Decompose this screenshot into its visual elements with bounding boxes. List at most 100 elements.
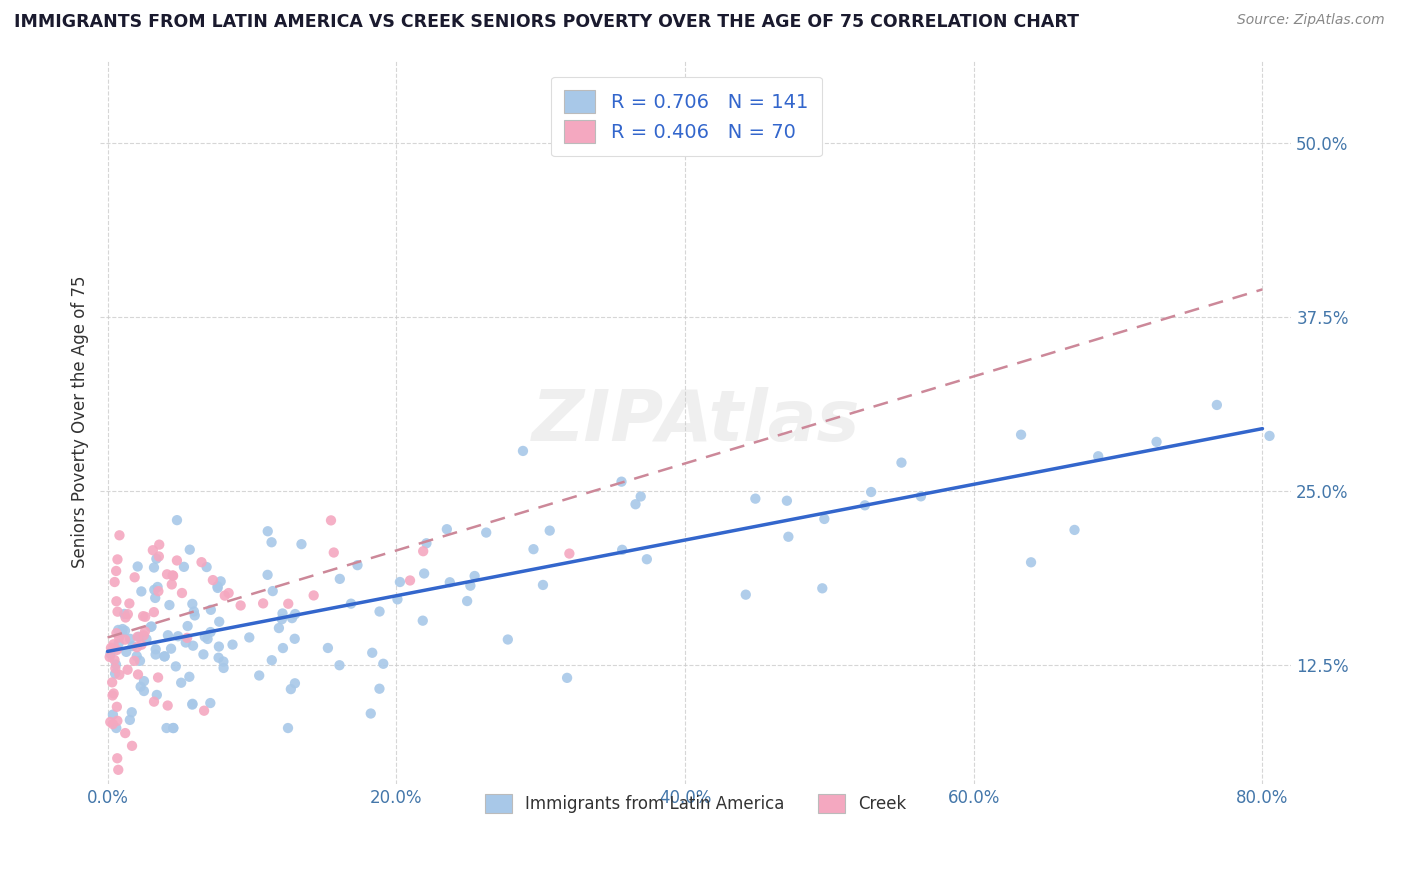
Point <box>271 641 294 656</box>
Point <box>270 612 292 626</box>
Point <box>290 537 312 551</box>
Point <box>174 635 197 649</box>
Point <box>260 535 283 549</box>
Point <box>399 574 422 588</box>
Point <box>173 559 195 574</box>
Point <box>139 620 162 634</box>
Point <box>531 578 554 592</box>
Point <box>340 597 363 611</box>
Point <box>121 639 143 653</box>
Point <box>262 584 284 599</box>
Point <box>555 671 578 685</box>
Point <box>167 629 190 643</box>
Point <box>145 642 167 657</box>
Point <box>368 681 391 696</box>
Point <box>183 605 205 619</box>
Point <box>208 615 231 629</box>
Point <box>127 667 149 681</box>
Point <box>118 713 141 727</box>
Point <box>146 671 169 685</box>
Y-axis label: Seniors Poverty Over the Age of 75: Seniors Poverty Over the Age of 75 <box>72 276 89 568</box>
Point <box>256 524 278 539</box>
Point <box>131 584 153 599</box>
Point <box>522 542 544 557</box>
Point <box>176 631 198 645</box>
Point <box>153 649 176 664</box>
Point <box>107 605 129 619</box>
Point <box>121 739 143 753</box>
Point <box>388 574 411 589</box>
Point <box>194 630 217 644</box>
Point <box>143 695 166 709</box>
Point <box>160 641 183 656</box>
Point <box>117 607 139 622</box>
Point <box>200 625 222 640</box>
Point <box>328 658 350 673</box>
Point <box>1205 398 1227 412</box>
Point <box>124 570 146 584</box>
Point <box>166 513 188 527</box>
Point <box>1258 429 1281 443</box>
Point <box>360 706 382 721</box>
Point <box>146 688 169 702</box>
Point <box>127 559 149 574</box>
Point <box>107 763 129 777</box>
Point <box>134 609 156 624</box>
Point <box>156 698 179 713</box>
Point <box>346 558 368 573</box>
Point <box>624 497 647 511</box>
Point <box>105 714 128 728</box>
Point <box>212 661 235 675</box>
Point <box>197 632 219 646</box>
Point <box>132 684 155 698</box>
Point <box>159 598 181 612</box>
Point <box>860 485 883 500</box>
Point <box>129 654 152 668</box>
Point <box>183 608 205 623</box>
Point <box>190 555 212 569</box>
Point <box>277 597 299 611</box>
Point <box>118 632 141 646</box>
Point <box>271 607 294 621</box>
Point <box>107 623 129 637</box>
Point <box>209 574 232 589</box>
Point <box>302 589 325 603</box>
Point <box>160 577 183 591</box>
Point <box>162 721 184 735</box>
Point <box>176 619 198 633</box>
Point <box>322 545 344 559</box>
Point <box>247 668 270 682</box>
Point <box>436 522 458 536</box>
Point <box>778 530 800 544</box>
Point <box>98 714 121 729</box>
Point <box>284 676 307 690</box>
Point <box>98 650 121 665</box>
Point <box>104 657 127 672</box>
Point <box>166 553 188 567</box>
Point <box>132 609 155 624</box>
Point <box>141 619 163 633</box>
Point <box>114 610 136 624</box>
Point <box>776 493 799 508</box>
Point <box>193 648 215 662</box>
Point <box>145 551 167 566</box>
Point <box>218 586 240 600</box>
Point <box>101 689 124 703</box>
Point <box>195 560 218 574</box>
Point <box>148 549 170 564</box>
Point <box>456 594 478 608</box>
Point <box>267 621 290 635</box>
Point <box>111 622 134 636</box>
Point <box>105 751 128 765</box>
Point <box>811 582 834 596</box>
Point <box>212 655 235 669</box>
Point <box>319 513 342 527</box>
Point <box>100 640 122 655</box>
Point <box>853 499 876 513</box>
Point <box>131 638 153 652</box>
Point <box>207 581 229 595</box>
Point <box>1019 555 1042 569</box>
Point <box>538 524 561 538</box>
Point <box>415 536 437 550</box>
Point <box>207 579 229 593</box>
